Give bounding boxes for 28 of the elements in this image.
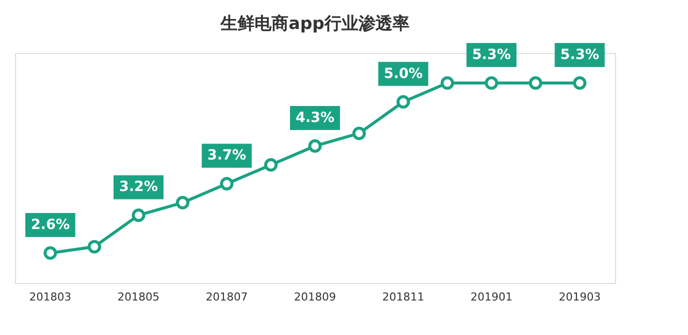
point [264, 158, 278, 172]
point [132, 208, 146, 222]
x-tick-label: 201901 [470, 290, 512, 304]
data-label: 5.0% [384, 66, 423, 82]
data-label: 5.3% [472, 47, 511, 63]
x-tick-label: 201807 [206, 290, 248, 304]
point [352, 126, 366, 140]
data-label: 4.3% [296, 110, 334, 126]
x-tick-label: 201809 [294, 290, 336, 304]
data-label: 2.6% [30, 217, 70, 233]
x-tick-label: 201805 [118, 290, 160, 304]
x-tick-label: 201811 [382, 290, 424, 304]
point [572, 76, 586, 90]
data-label: 3.7% [207, 148, 246, 164]
x-tick-label: 201903 [558, 290, 601, 304]
point [308, 139, 322, 153]
point [44, 246, 58, 260]
point [88, 240, 102, 254]
point [440, 76, 454, 90]
point [176, 196, 190, 210]
chart-title: 生鲜电商app行业渗透率 [220, 14, 410, 34]
data-label: 5.3% [560, 47, 600, 63]
point [484, 76, 498, 90]
point [220, 177, 234, 190]
point [396, 95, 410, 109]
data-label: 3.2% [119, 179, 158, 196]
point [528, 76, 542, 90]
x-tick-label: 201803 [29, 290, 72, 304]
